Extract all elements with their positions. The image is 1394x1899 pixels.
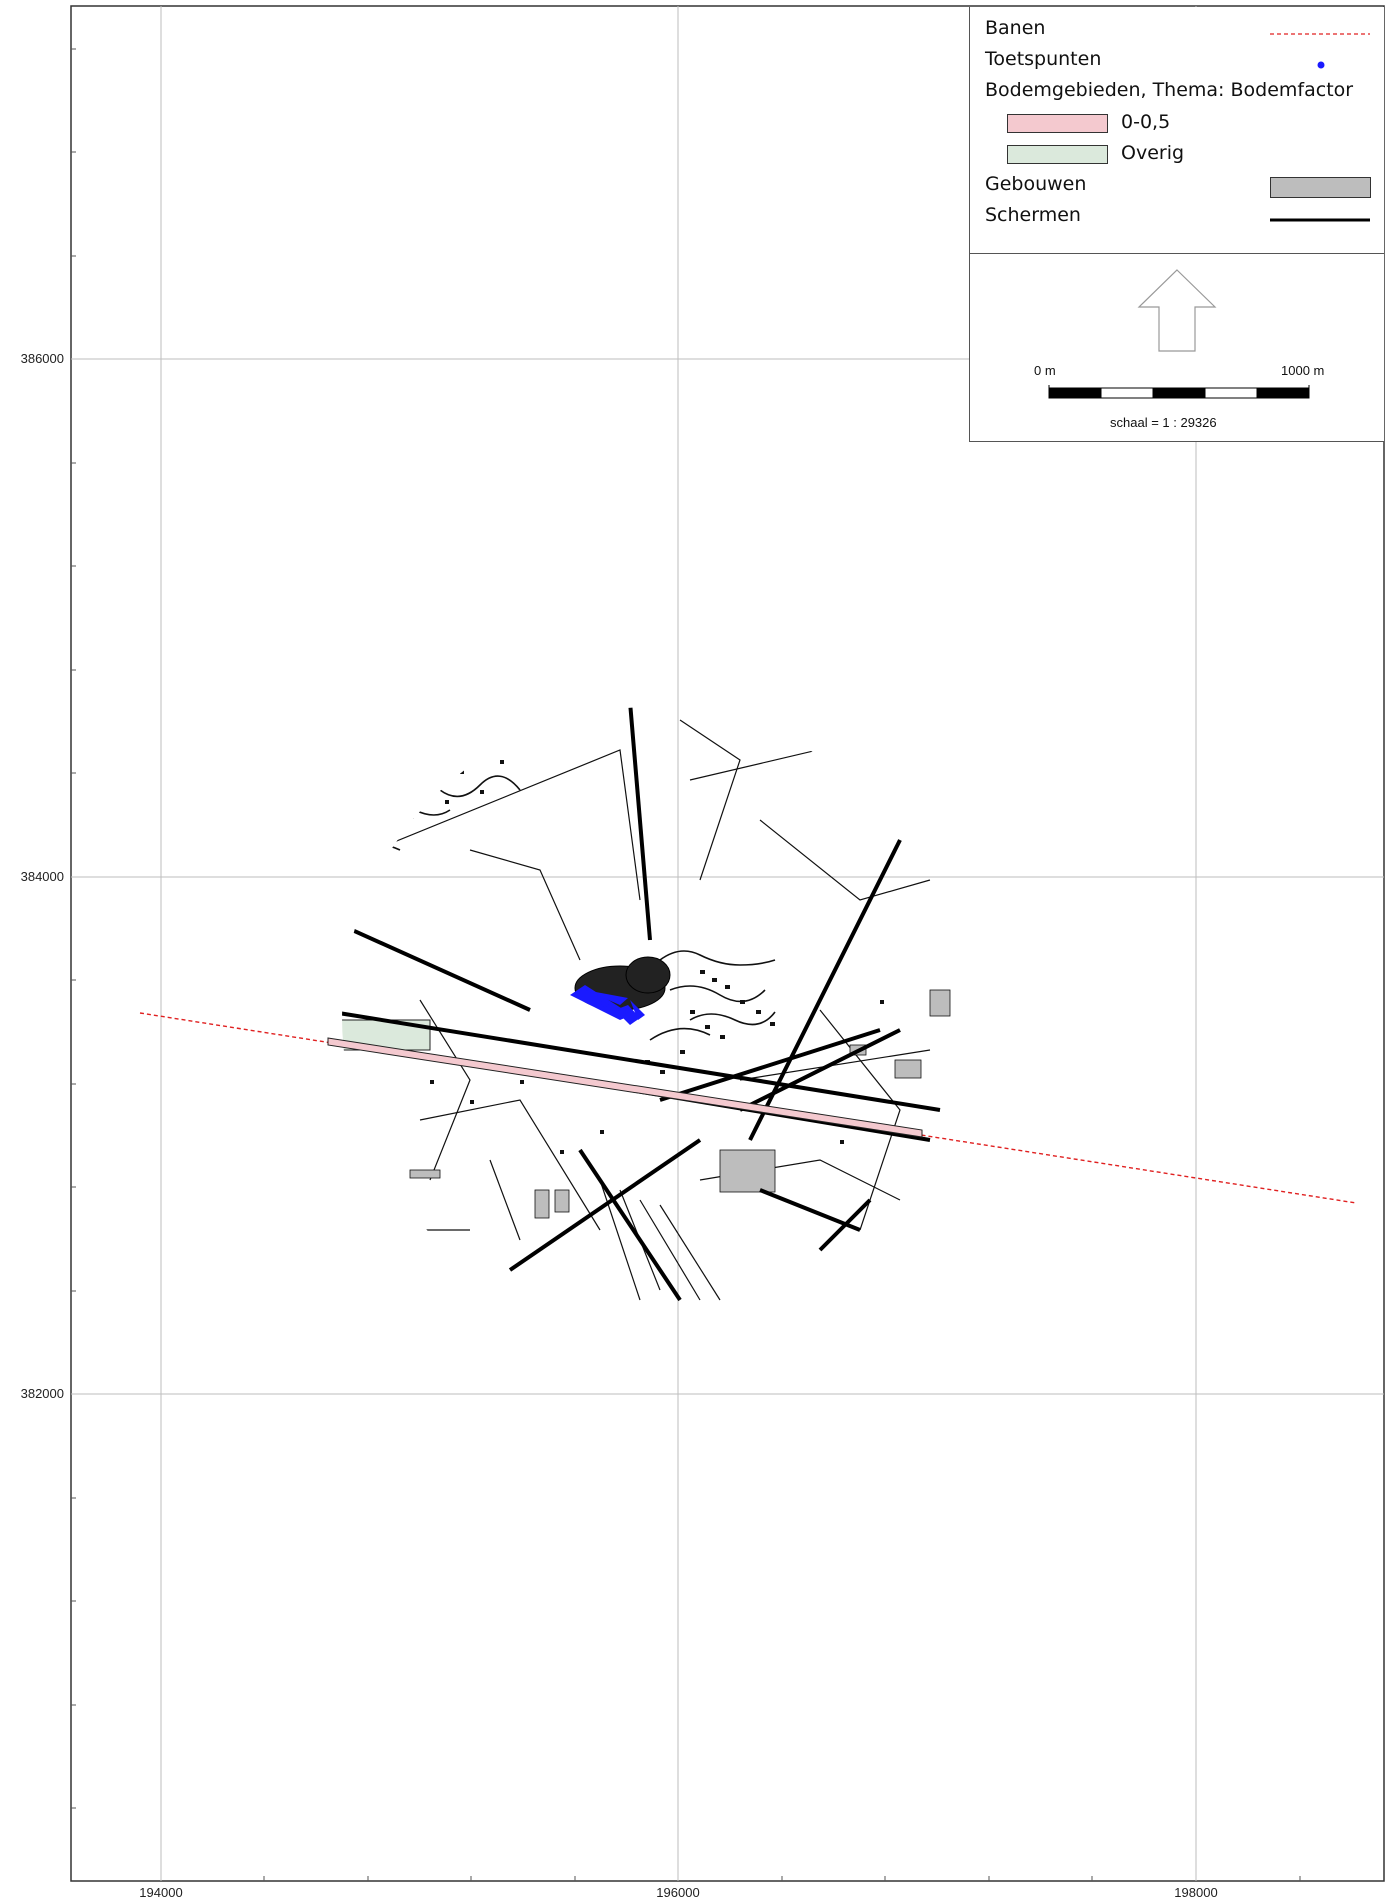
legend-bodem-low-label: 0-0,5: [1121, 111, 1171, 133]
legend-gebouwen-symbol: [1270, 177, 1371, 198]
scalebar: [1048, 385, 1310, 399]
scalebar-ratio-text: schaal = 1 : 29326: [1110, 415, 1217, 430]
legend: Banen Toetspunten Bodemgebieden, Thema: …: [969, 7, 1384, 442]
legend-bodem-low-symbol: [1007, 114, 1108, 133]
legend-toetspunten-symbol: [1317, 61, 1325, 69]
y-tick-label: 384000: [21, 869, 64, 884]
scalebar-end-label: 1000 m: [1281, 363, 1325, 378]
legend-bodem-other-symbol: [1007, 145, 1108, 164]
legend-toetspunten-label: Toetspunten: [985, 48, 1102, 70]
bodem-low-zone: [327, 1037, 923, 1138]
legend-schermen-symbol: [1270, 218, 1370, 222]
x-tick-label: 198000: [1174, 1885, 1217, 1899]
legend-gebouwen-label: Gebouwen: [985, 173, 1087, 195]
legend-bodemgebieden-label: Bodemgebieden, Thema: Bodemfactor: [985, 79, 1354, 101]
north-arrow-icon: [1137, 269, 1217, 352]
x-tick-label: 196000: [656, 1885, 699, 1899]
minor-ticks: [71, 48, 1301, 1881]
legend-divider: [970, 253, 1384, 254]
scalebar-start-label: 0 m: [1034, 363, 1056, 378]
y-tick-label: 382000: [21, 1386, 64, 1401]
legend-schermen-label: Schermen: [985, 204, 1081, 226]
legend-banen-symbol: [1270, 33, 1370, 35]
legend-banen-label: Banen: [985, 17, 1046, 39]
x-tick-label: 194000: [139, 1885, 182, 1899]
toetspunten: [570, 985, 645, 1025]
legend-bodem-other-label: Overig: [1121, 142, 1185, 164]
y-tick-label: 386000: [21, 351, 64, 366]
